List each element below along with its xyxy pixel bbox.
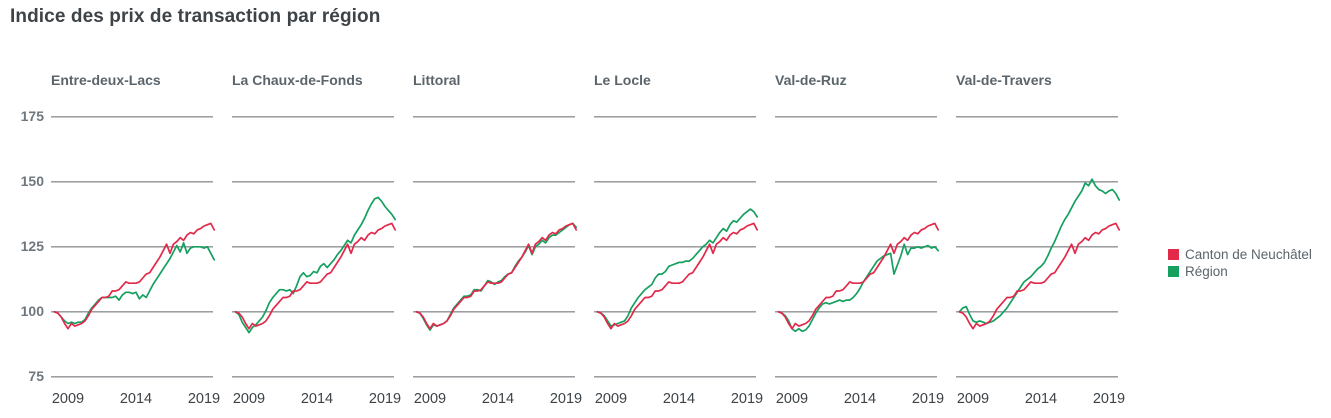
- chart-title: Indice des prix de transaction par régio…: [10, 6, 381, 27]
- x-tick-label: 2014: [843, 391, 877, 407]
- y-tick-label: 125: [20, 238, 44, 255]
- canton-line: [415, 222, 578, 330]
- y-tick-label: 100: [20, 303, 44, 320]
- x-tick-label: 2009: [594, 391, 628, 407]
- legend-label-region: Région: [1185, 264, 1228, 279]
- x-tick-label: 2019: [549, 391, 583, 407]
- panel-plot: [956, 116, 1121, 378]
- y-tick-label: 175: [20, 108, 44, 125]
- canton-line: [958, 222, 1121, 330]
- panel-title-val-de-travers: Val-de-Travers: [956, 72, 1052, 88]
- panel-title-le-locle: Le Locle: [594, 72, 651, 88]
- y-tick-label: 150: [20, 173, 44, 190]
- panel-plot: [413, 116, 578, 378]
- panel-plot: [232, 116, 397, 378]
- region-line: [53, 242, 216, 325]
- legend-item-canton: Canton de Neuchâtel: [1168, 247, 1312, 262]
- x-tick-label: 2019: [1092, 391, 1126, 407]
- x-tick-label: 2019: [730, 391, 764, 407]
- canton-line: [234, 222, 397, 330]
- canton-line: [596, 222, 759, 330]
- x-tick-label: 2014: [481, 391, 515, 407]
- region-color-swatch-icon: [1168, 266, 1179, 277]
- x-tick-label: 2014: [1024, 391, 1058, 407]
- x-tick-label: 2019: [187, 391, 221, 407]
- canton-color-swatch-icon: [1168, 249, 1179, 260]
- region-line: [234, 196, 397, 334]
- x-tick-label: 2019: [368, 391, 402, 407]
- region-line: [777, 243, 940, 333]
- canton-line: [777, 222, 940, 330]
- x-tick-label: 2009: [51, 391, 85, 407]
- x-tick-label: 2014: [662, 391, 696, 407]
- region-line: [958, 178, 1121, 325]
- panel-plot: [775, 116, 940, 378]
- x-tick-label: 2009: [775, 391, 809, 407]
- x-tick-label: 2009: [413, 391, 447, 407]
- x-tick-label: 2009: [956, 391, 990, 407]
- legend-label-canton: Canton de Neuchâtel: [1185, 247, 1312, 262]
- legend-item-region: Région: [1168, 264, 1312, 279]
- legend: Canton de Neuchâtel Région: [1168, 247, 1312, 279]
- panel-title-val-de-ruz: Val-de-Ruz: [775, 72, 847, 88]
- region-line: [415, 222, 578, 331]
- panel-plot: [594, 116, 759, 378]
- panel-title-entre-deux-lacs: Entre-deux-Lacs: [51, 72, 161, 88]
- x-tick-label: 2009: [232, 391, 266, 407]
- y-tick-label: 75: [28, 368, 44, 385]
- x-tick-label: 2014: [119, 391, 153, 407]
- canton-line: [53, 222, 216, 330]
- panel-title-la-chaux-de-fonds: La Chaux-de-Fonds: [232, 72, 363, 88]
- x-tick-label: 2019: [911, 391, 945, 407]
- x-tick-label: 2014: [300, 391, 334, 407]
- region-line: [596, 208, 759, 327]
- panel-plot: [51, 116, 216, 378]
- panel-title-littoral: Littoral: [413, 72, 461, 88]
